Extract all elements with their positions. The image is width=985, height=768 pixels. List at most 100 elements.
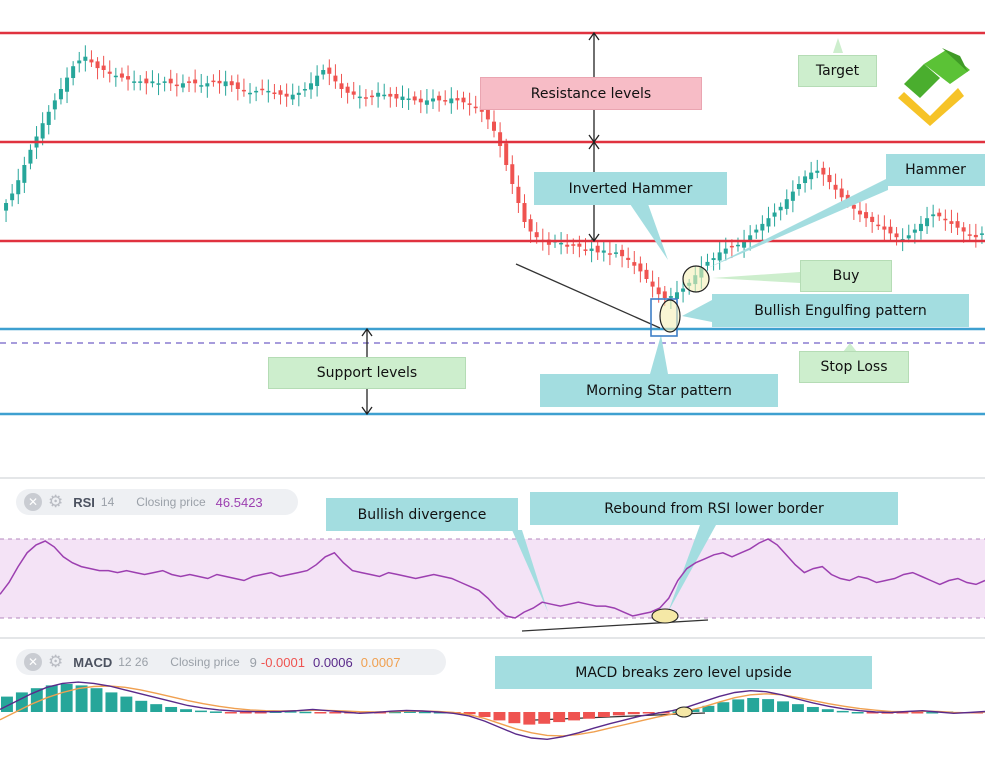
- gear-icon[interactable]: ⚙: [48, 652, 64, 671]
- close-icon[interactable]: ✕: [24, 493, 42, 511]
- candle-body: [656, 287, 661, 295]
- macd-signal-period: 9: [249, 654, 257, 670]
- candle-body: [376, 92, 381, 97]
- macd-header: ✕ ⚙ MACD 12 26 Closing price 9 -0.0001 0…: [16, 649, 446, 675]
- macd-hist-bar: [150, 704, 163, 712]
- macd-hist-bar: [836, 710, 849, 713]
- brand-logo: [898, 48, 970, 126]
- candle-body: [815, 170, 820, 173]
- candle-body: [65, 77, 70, 92]
- candle-body: [931, 214, 936, 217]
- candle-body: [162, 81, 167, 83]
- candle-body: [949, 221, 954, 224]
- morning-star-label: Morning Star pattern: [540, 374, 778, 407]
- macd-hist-bar: [702, 705, 715, 712]
- bullish-divergence-label: Bullish divergence: [326, 498, 518, 531]
- candle-body: [187, 81, 192, 83]
- stop-loss-label: Stop Loss: [799, 351, 909, 383]
- candle-body: [571, 244, 576, 246]
- bullish-divergence-pointer: [512, 530, 548, 612]
- candle-body: [382, 94, 387, 97]
- candle-body: [784, 199, 789, 209]
- macd-hist-bar: [597, 712, 610, 718]
- rsi-series-line: [0, 538, 985, 619]
- candle-body: [455, 98, 460, 101]
- candle-body: [437, 95, 442, 101]
- candle-body: [961, 227, 966, 232]
- macd-hist-bar: [612, 712, 625, 716]
- macd-histogram: [1, 684, 983, 725]
- macd-hist-bar: [777, 701, 789, 712]
- candle-body: [796, 184, 801, 190]
- price-divergence-line: [515, 263, 661, 329]
- macd-hist-bar: [60, 684, 73, 712]
- candle-body: [266, 90, 271, 93]
- support-levels-label: Support levels: [268, 357, 466, 389]
- macd-hist-bar: [627, 712, 640, 715]
- candle-body: [735, 244, 740, 247]
- candle-body: [16, 180, 21, 195]
- candle-body: [967, 234, 972, 236]
- macd-hist-bar: [209, 711, 222, 713]
- bullish-engulfing-label: Bullish Engulfing pattern: [712, 294, 969, 327]
- candle-body: [601, 250, 606, 253]
- macd-hist-bar: [911, 712, 924, 714]
- candle-body: [113, 75, 118, 78]
- candle-body: [510, 164, 515, 184]
- candle-body: [864, 212, 869, 219]
- buy-ellipse: [682, 265, 710, 293]
- candle-body: [254, 90, 259, 93]
- candle-body: [803, 176, 808, 184]
- hammer-label: Hammer: [886, 154, 985, 186]
- resistance-levels-label: Resistance levels: [480, 77, 702, 110]
- candle-body: [449, 98, 454, 104]
- morning-star-pointer: [650, 335, 668, 374]
- candle-body: [711, 258, 716, 261]
- macd-hist-bar: [821, 709, 834, 712]
- rsi-source: Closing price: [136, 495, 206, 509]
- candle-body: [888, 226, 893, 234]
- macd-hist-bar: [583, 712, 595, 719]
- candle-body: [632, 262, 637, 266]
- macd-hist-bar: [224, 712, 237, 714]
- candle-body: [241, 89, 246, 92]
- candle-body: [809, 172, 814, 180]
- gear-icon[interactable]: ⚙: [48, 492, 64, 511]
- macd-hist-bar: [314, 712, 327, 714]
- rsi-period: 14: [100, 495, 115, 509]
- macd-hist-bar: [687, 709, 700, 712]
- rebound-rsi-label: Rebound from RSI lower border: [530, 492, 898, 525]
- candle-body: [4, 203, 9, 211]
- candle-body: [833, 184, 838, 190]
- candle-body: [363, 97, 368, 99]
- candle-body: [626, 257, 631, 260]
- candle-body: [290, 94, 295, 100]
- macd-hist-bar: [1, 696, 13, 712]
- macd-line-value: 0.0006: [312, 654, 353, 670]
- bullish-engulfing-pointer: [682, 300, 712, 322]
- candle-body: [528, 219, 533, 232]
- candle-body: [485, 109, 490, 120]
- candle-body: [333, 75, 338, 82]
- macd-hist-bar: [30, 688, 43, 712]
- candle-body: [400, 96, 405, 100]
- hammer-pointer: [708, 178, 888, 268]
- macd-hist-bar: [896, 712, 909, 714]
- candle-body: [443, 100, 448, 102]
- rsi-divergence-line: [521, 619, 709, 632]
- candle-body: [565, 244, 570, 247]
- candle-body: [357, 96, 362, 99]
- candle-body: [729, 245, 734, 248]
- candle-body: [229, 81, 234, 86]
- stop-loss-pointer: [843, 343, 857, 352]
- rebound-rsi-pointer: [668, 525, 716, 612]
- buy-label: Buy: [800, 260, 892, 292]
- close-icon[interactable]: ✕: [24, 653, 42, 671]
- rsi-name: RSI: [73, 494, 95, 510]
- candle-body: [174, 84, 179, 87]
- macd-hist-bar: [478, 712, 491, 718]
- candle-body: [766, 218, 771, 227]
- candle-body: [327, 67, 332, 74]
